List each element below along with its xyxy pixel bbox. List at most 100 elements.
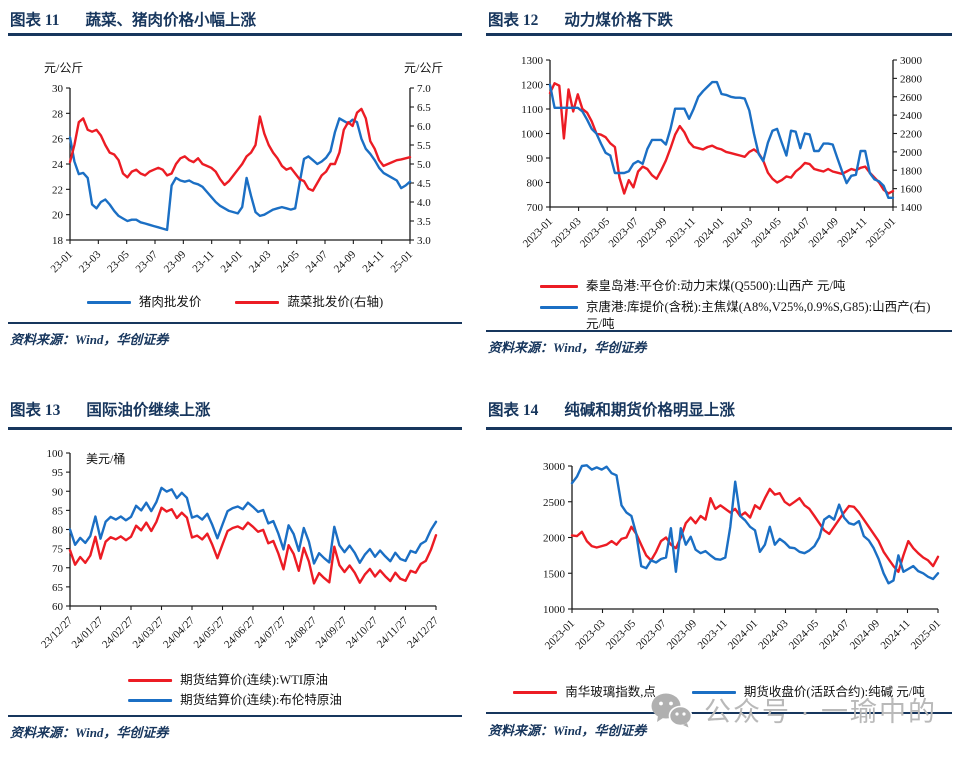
footer-divider [8,322,462,324]
chart-thermal-coal-prices: 700 800 900 1000 1100 1200 1300 1400 1600 1800 200… [486,40,952,275]
svg-text:3.5: 3.5 [417,216,431,228]
svg-text:18: 18 [52,235,64,247]
svg-text:7.0: 7.0 [417,83,431,95]
figure-title: 图表 11 蔬菜、猪肉价格小幅上涨 [10,8,256,30]
svg-text:70: 70 [52,563,64,575]
svg-text:2024-01: 2024-01 [726,618,760,652]
svg-text:6.5: 6.5 [417,102,431,114]
figure-title: 图表 14 纯碱和期货价格明显上涨 [488,398,735,420]
svg-text:2024-09: 2024-09 [848,617,883,652]
blue-series-legend-line [86,301,131,304]
figure-tag: 图表 11 [10,12,60,29]
svg-text:1400: 1400 [900,202,923,214]
figure-title-text: 动力煤价格下跌 [564,12,673,29]
svg-text:23-05: 23-05 [105,248,132,275]
svg-text:100: 100 [47,448,64,460]
svg-text:900: 900 [527,153,544,165]
figure-panel-12: 图表 12 动力煤价格下跌 700 800 900 1000 1100 1200 1300 14… [486,6,952,358]
chart-legend: 期货结算价(连续):WTI原油 期货结算价(连续):布伦特原油 [128,672,342,709]
svg-text:800: 800 [527,178,544,190]
figure-tag: 图表 12 [488,12,539,29]
svg-text:22: 22 [52,184,63,196]
svg-text:2000: 2000 [900,147,923,159]
legend-item: 期货收盘价(活跃合约):纯碱 元/吨 [691,684,925,700]
svg-text:2023-03: 2023-03 [549,215,584,250]
figure-title-text: 国际油价继续上涨 [86,402,211,419]
svg-text:3000: 3000 [900,55,923,67]
svg-text:2200: 2200 [900,129,923,141]
title-divider [486,427,952,430]
svg-text:2024-07: 2024-07 [817,617,852,652]
svg-text:美元/桶: 美元/桶 [86,451,125,466]
legend-label: 猪肉批发价 [138,295,202,309]
svg-text:24/12/27: 24/12/27 [405,614,441,650]
svg-text:2023-09: 2023-09 [665,617,700,652]
blue-series-legend-line [128,699,173,703]
svg-text:2024-11: 2024-11 [835,216,869,250]
chart-legend: 秦皇岛港:平仓价:动力末煤(Q5500):山西产 元/吨京唐港:库提价(含税):… [540,278,942,332]
title-divider [8,33,462,36]
figure-panel-11: 图表 11 蔬菜、猪肉价格小幅上涨 18 20 22 24 26 28 30 元/公斤 3.0 3.… [8,6,462,350]
legend-item: 蔬菜批发价(右轴) [235,294,383,310]
svg-text:2023-03: 2023-03 [573,617,608,652]
title-divider [8,427,462,430]
legend-label: 期货收盘价(活跃合约):纯碱 元/吨 [743,685,925,699]
svg-text:6.0: 6.0 [417,121,431,133]
legend-item: 期货结算价(连续):布伦特原油 [128,692,342,708]
svg-text:24/08/27: 24/08/27 [283,614,319,650]
svg-text:24/11/27: 24/11/27 [375,614,411,650]
svg-text:1800: 1800 [900,165,923,177]
svg-text:1000: 1000 [543,604,566,616]
source-note: 资料来源：Wind，华创证券 [488,340,647,355]
figure-tag: 图表 14 [488,402,539,419]
svg-text:2023-11: 2023-11 [664,216,698,250]
legend-label: 京唐港:库提价(含税):主焦煤(A8%,V25%,0.9%S,G85):山西产(… [586,300,931,331]
svg-text:4.5: 4.5 [417,178,431,190]
svg-text:30: 30 [52,83,64,95]
svg-text:25-01: 25-01 [388,249,415,276]
title-divider [486,33,952,36]
svg-text:2500: 2500 [543,497,566,509]
blue-series-legend-line [540,306,578,310]
svg-text:24/07/27: 24/07/27 [252,614,288,650]
svg-text:元/公斤: 元/公斤 [44,61,83,75]
svg-text:60: 60 [52,601,64,613]
svg-text:1000: 1000 [521,129,544,141]
svg-text:2023-09: 2023-09 [635,215,670,250]
svg-text:2800: 2800 [900,73,923,85]
svg-text:2023-05: 2023-05 [578,215,613,250]
svg-text:2024-11: 2024-11 [878,618,912,652]
svg-text:2024-03: 2024-03 [756,617,791,652]
source-note: 资料来源：Wind，华创证券 [10,725,169,740]
chart-crude-oil-prices: 60 65 70 75 80 85 90 95 100 美元/桶 23/12/27 24/01/27 2… [8,438,462,675]
figure-title: 图表 13 国际油价继续上涨 [10,398,210,420]
svg-text:23-11: 23-11 [190,249,216,275]
red-series-legend-line [513,691,558,694]
svg-text:2023-05: 2023-05 [604,617,639,652]
svg-text:24/02/27: 24/02/27 [100,614,136,650]
footer-divider [486,330,952,332]
figure-tag: 图表 13 [10,402,61,419]
svg-text:24/05/27: 24/05/27 [191,614,227,650]
figure-title: 图表 12 动力煤价格下跌 [488,8,673,30]
svg-text:1500: 1500 [543,568,566,580]
svg-text:2024-05: 2024-05 [787,617,822,652]
svg-text:75: 75 [52,544,64,556]
red-series-legend-line [540,285,578,288]
source-note: 资料来源：Wind，华创证券 [488,723,647,738]
chart-pork-vegetable-prices: 18 20 22 24 26 28 30 元/公斤 3.0 3.5 4.0 4.5 5.0 5.5 6.0 6… [8,46,462,297]
legend-item: 京唐港:库提价(含税):主焦煤(A8%,V25%,0.9%S,G85):山西产(… [540,299,942,332]
svg-text:1600: 1600 [900,184,923,196]
svg-text:24/03/27: 24/03/27 [130,614,166,650]
svg-text:24/10/27: 24/10/27 [344,614,380,650]
legend-label: 秦皇岛港:平仓价:动力末煤(Q5500):山西产 元/吨 [586,279,846,293]
svg-text:24: 24 [52,159,64,171]
svg-text:24/01/27: 24/01/27 [69,614,105,650]
svg-text:85: 85 [52,505,64,517]
svg-text:26: 26 [52,134,64,146]
legend-item: 南华玻璃指数,点 [513,684,656,700]
svg-text:24/09/27: 24/09/27 [313,614,349,650]
svg-text:2000: 2000 [543,533,566,545]
svg-text:24-01: 24-01 [218,249,245,276]
